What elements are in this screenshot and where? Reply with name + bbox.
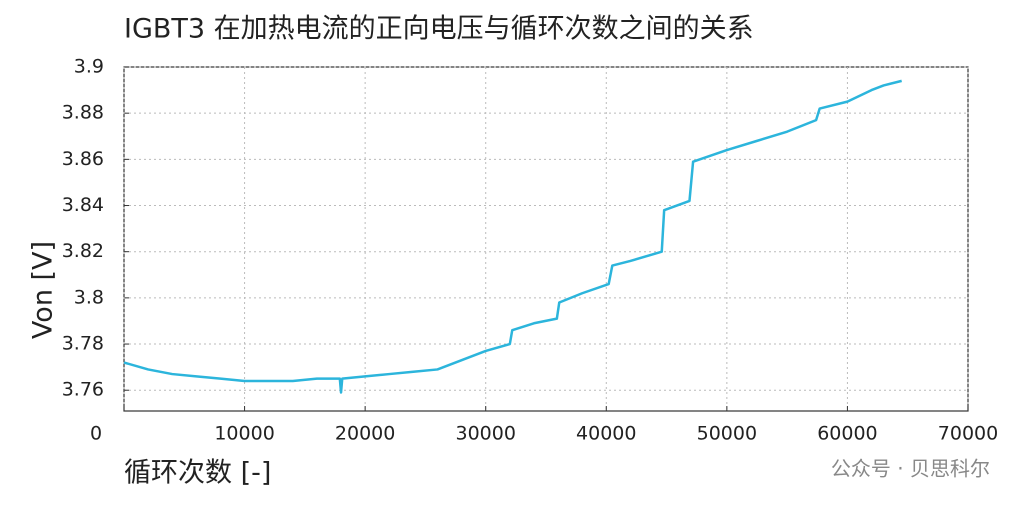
y-tick-label: 3.82: [62, 240, 104, 262]
data-line: [123, 79, 902, 394]
x-tick-label: 50000: [697, 423, 757, 445]
x-tick-label: 40000: [576, 423, 636, 445]
y-tick-label: 3.76: [62, 379, 104, 401]
y-tick-label: 3.84: [62, 194, 104, 216]
y-tick-label: 3.8: [74, 286, 104, 308]
y-axis-label: Von [V]: [28, 241, 59, 339]
y-tick-label: 3.78: [62, 333, 104, 355]
plot-frame: [123, 66, 969, 412]
x-tick-label: 20000: [335, 423, 395, 445]
watermark: 公众号 · 贝思科尔: [831, 457, 990, 481]
x-axis-label: 循环次数 [-]: [124, 458, 271, 489]
x-tick-label: 0: [90, 423, 102, 445]
x-tick-label: 70000: [938, 423, 998, 445]
y-tick-label: 3.88: [62, 102, 104, 124]
chart-title: IGBT3 在加热电流的正向电压与循环次数之间的关系: [124, 14, 754, 45]
y-tick-label: 3.9: [74, 56, 104, 78]
x-tick-label: 10000: [214, 423, 274, 445]
y-tick-label: 3.86: [62, 148, 104, 170]
x-tick-label: 30000: [455, 423, 515, 445]
x-tick-label: 60000: [817, 423, 877, 445]
